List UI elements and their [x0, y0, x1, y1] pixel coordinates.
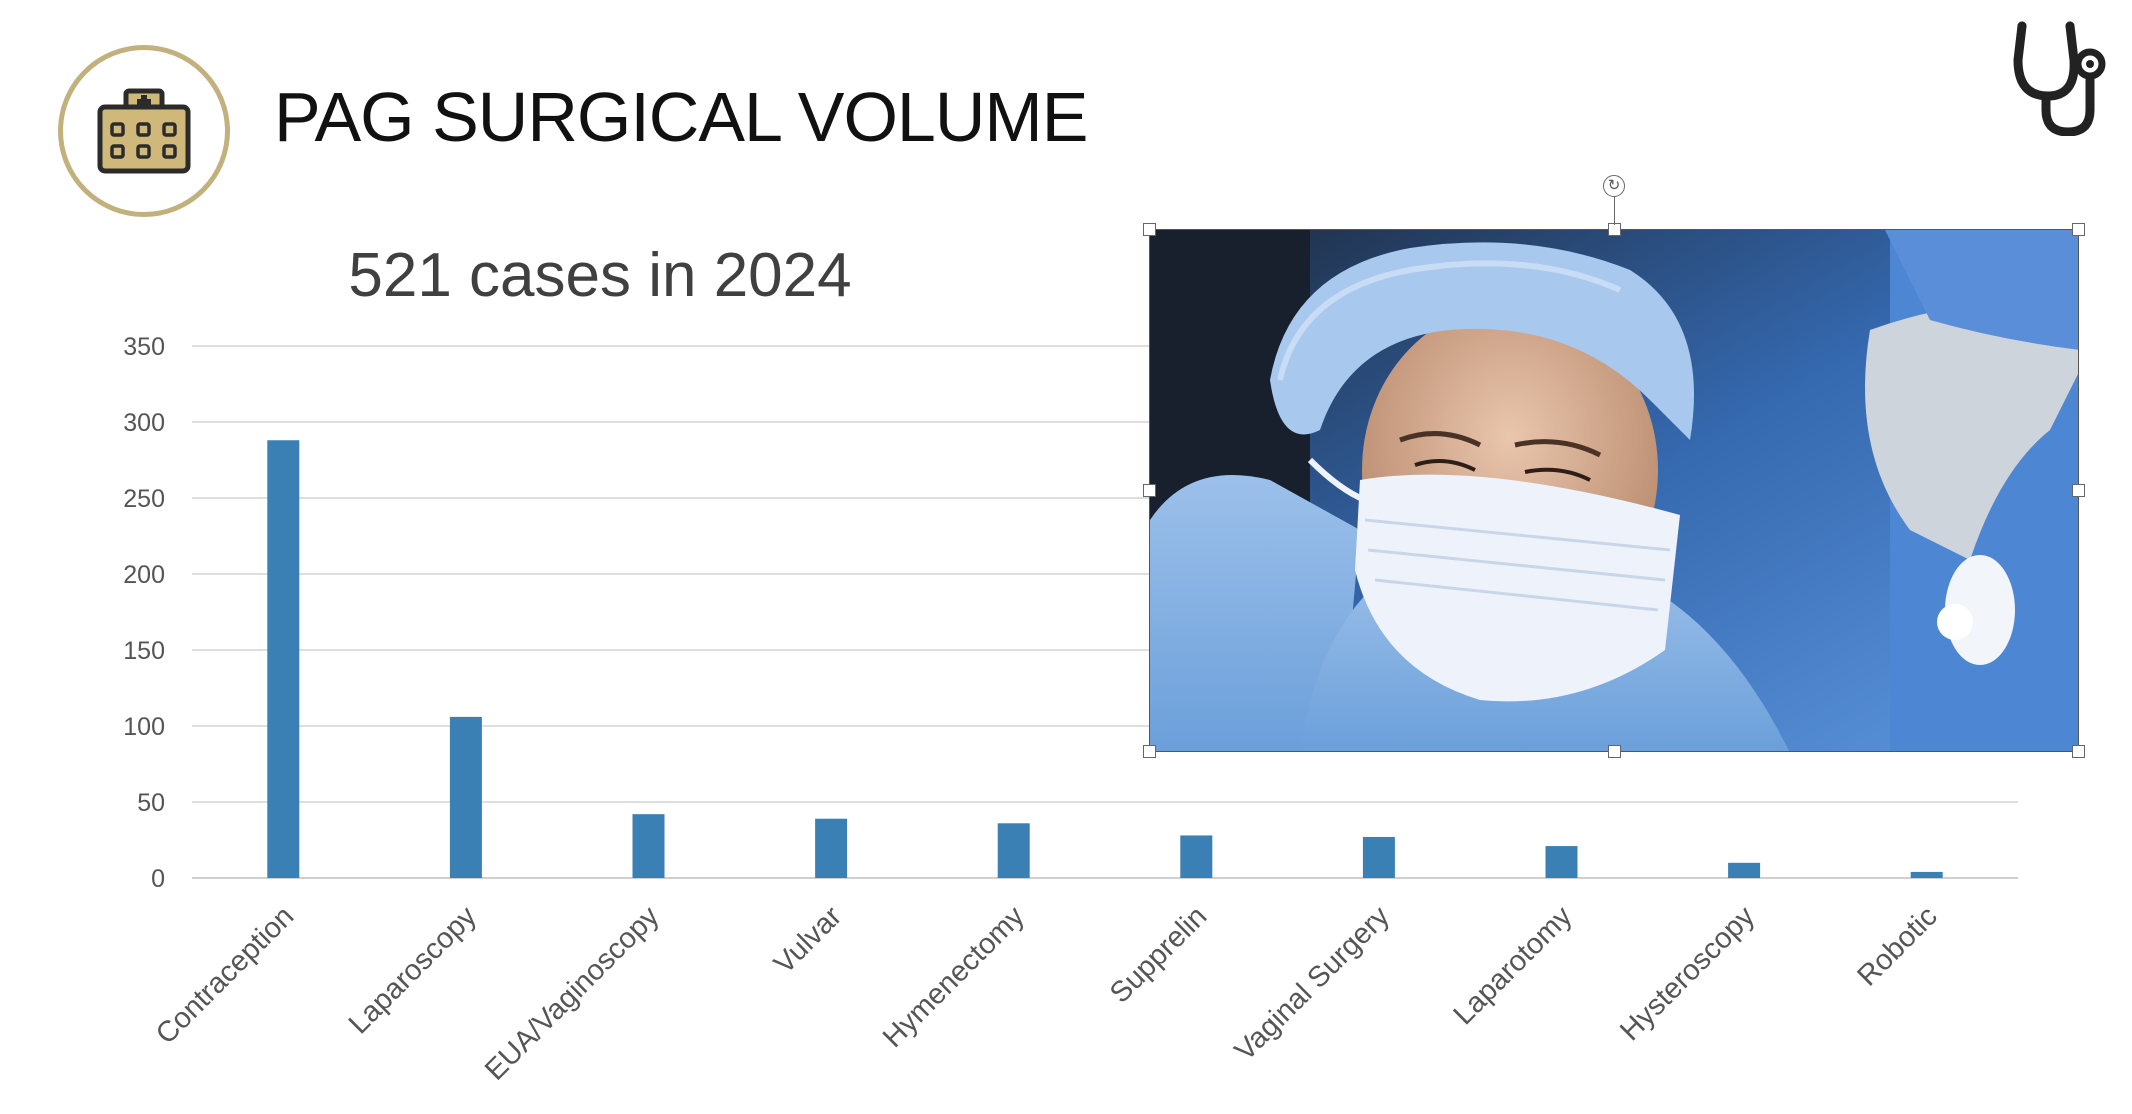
x-tick-label: Hymenectomy	[877, 900, 1031, 1054]
x-tick-label: Vaginal Surgery	[1229, 900, 1396, 1067]
x-tick-label: Supprelin	[1104, 900, 1213, 1009]
y-tick-label: 250	[123, 485, 165, 513]
hospital-logo	[58, 45, 230, 217]
bar	[1910, 871, 1943, 878]
bar	[1180, 835, 1213, 878]
y-tick-label: 350	[123, 333, 165, 361]
bar	[449, 716, 482, 878]
hospital-building-icon	[97, 88, 191, 174]
bar	[1362, 836, 1395, 878]
resize-handle-left[interactable]	[1143, 484, 1156, 497]
y-tick-label: 100	[123, 713, 165, 741]
chart-title: 521 cases in 2024	[348, 241, 852, 310]
surgeon-photo-illustration	[1150, 230, 2078, 751]
resize-handle-bottom[interactable]	[1608, 745, 1621, 758]
resize-handle-top-left[interactable]	[1143, 223, 1156, 236]
bar	[1545, 846, 1578, 878]
resize-handle-top-right[interactable]	[2072, 223, 2085, 236]
resize-handle-bottom-right[interactable]	[2072, 745, 2085, 758]
bar	[1728, 862, 1761, 878]
bar	[997, 823, 1030, 878]
y-tick-label: 150	[123, 637, 165, 665]
bar	[267, 440, 300, 878]
x-tick-label: EUA/Vaginoscopy	[479, 900, 666, 1087]
resize-handle-right[interactable]	[2072, 484, 2085, 497]
stethoscope-icon	[2013, 21, 2106, 136]
page-title: PAG SURGICAL VOLUME	[274, 78, 1088, 156]
x-tick-label: Laparoscopy	[343, 900, 483, 1040]
surgeon-photo[interactable]	[1149, 229, 2079, 752]
rotate-handle-stem	[1614, 195, 1615, 225]
bar	[815, 818, 848, 878]
y-tick-label: 300	[123, 409, 165, 437]
resize-handle-bottom-left[interactable]	[1143, 745, 1156, 758]
x-tick-label: Vulvar	[768, 900, 848, 980]
rotate-handle-icon[interactable]: ↻	[1603, 175, 1625, 197]
x-tick-label: Laparotomy	[1448, 900, 1579, 1031]
x-tick-label: Contraception	[150, 900, 300, 1050]
y-tick-label: 0	[151, 865, 165, 893]
bar	[632, 814, 665, 878]
y-tick-label: 200	[123, 561, 165, 589]
x-tick-label: Hysteroscopy	[1614, 900, 1761, 1047]
x-tick-label: Robotic	[1851, 900, 1943, 992]
y-tick-label: 50	[137, 789, 165, 817]
